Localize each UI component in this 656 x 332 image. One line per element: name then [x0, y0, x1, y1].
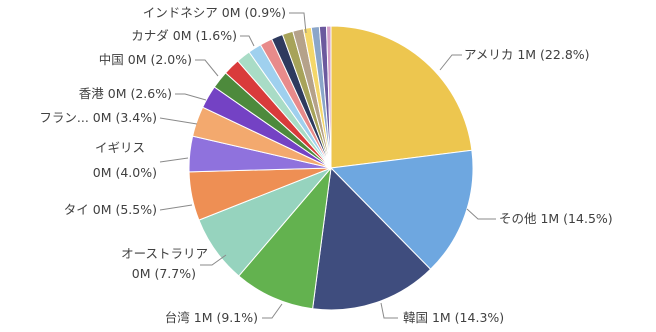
- slice-label-canada: カナダ 0M (1.6%): [131, 28, 237, 43]
- pie-slices: [188, 25, 474, 311]
- leader-line-thailand: [159, 204, 193, 211]
- slice-label-australia-line1: オーストラリア: [121, 246, 208, 261]
- leader-line-china: [195, 59, 219, 77]
- slice-label-korea: 韓国 1M (14.3%): [403, 310, 504, 325]
- leader-line-indonesia: [289, 12, 307, 34]
- pie-slice-3[interactable]: [238, 166, 332, 310]
- pie-labels: アメリカ 1M (22.8%) その他 1M (14.5%) 韓国 1M (14…: [39, 5, 612, 325]
- slice-label-australia-line2: 0M (7.7%): [132, 266, 196, 281]
- leader-line-uk: [159, 157, 189, 163]
- leader-line-korea: [380, 302, 398, 319]
- leader-line-australia: [200, 254, 227, 266]
- slice-label-thailand: タイ 0M (5.5%): [64, 202, 157, 217]
- slice-label-uk-line2: 0M (4.0%): [93, 165, 157, 180]
- slice-label-uk-line1: イギリス: [95, 140, 145, 155]
- slice-label-indonesia: インドネシア 0M (0.9%): [143, 5, 286, 20]
- slice-label-usa: アメリカ 1M (22.8%): [464, 47, 590, 62]
- leader-line-france: [159, 117, 198, 125]
- leader-line-usa: [439, 54, 462, 71]
- slice-label-hongkong: 香港 0M (2.6%): [79, 86, 172, 101]
- slice-label-china: 中国 0M (2.0%): [99, 52, 192, 67]
- slice-label-france: フラン... 0M (3.4%): [39, 110, 157, 125]
- leader-line-hongkong: [175, 93, 207, 101]
- pie-slice-20[interactable]: [325, 25, 332, 169]
- pie-slice-0[interactable]: [330, 25, 473, 169]
- leader-line-other: [466, 208, 496, 220]
- pie-slice-1[interactable]: [329, 149, 474, 270]
- pie-slice-2[interactable]: [312, 166, 432, 311]
- leader-line-taiwan: [262, 303, 283, 319]
- slice-label-other: その他 1M (14.5%): [499, 211, 613, 226]
- slice-label-taiwan: 台湾 1M (9.1%): [165, 310, 258, 325]
- leader-line-canada: [240, 35, 255, 47]
